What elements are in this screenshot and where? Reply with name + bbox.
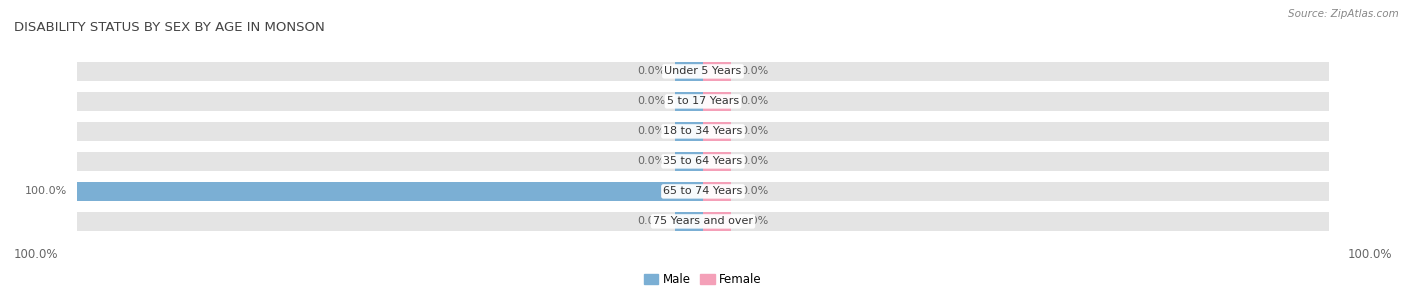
Text: 35 to 64 Years: 35 to 64 Years: [664, 156, 742, 167]
Text: 0.0%: 0.0%: [741, 186, 769, 196]
Bar: [675, 122, 703, 141]
Bar: [703, 62, 1329, 81]
Bar: [77, 152, 703, 171]
Text: 0.0%: 0.0%: [637, 126, 665, 136]
Bar: [703, 122, 731, 141]
Text: 0.0%: 0.0%: [741, 126, 769, 136]
Bar: [77, 182, 703, 201]
Bar: [703, 62, 731, 81]
Bar: [77, 122, 703, 141]
Text: 0.0%: 0.0%: [637, 66, 665, 76]
Text: 0.0%: 0.0%: [741, 96, 769, 106]
Bar: [703, 92, 1329, 111]
Text: 0.0%: 0.0%: [637, 96, 665, 106]
Text: 18 to 34 Years: 18 to 34 Years: [664, 126, 742, 136]
Bar: [703, 212, 731, 231]
Text: 0.0%: 0.0%: [741, 156, 769, 167]
Text: Source: ZipAtlas.com: Source: ZipAtlas.com: [1288, 9, 1399, 19]
Text: 0.0%: 0.0%: [637, 217, 665, 226]
Bar: [703, 212, 1329, 231]
Bar: [77, 62, 703, 81]
Bar: [703, 152, 731, 171]
Text: 0.0%: 0.0%: [741, 66, 769, 76]
Bar: [77, 92, 703, 111]
Text: 0.0%: 0.0%: [741, 217, 769, 226]
Text: 75 Years and over: 75 Years and over: [652, 217, 754, 226]
Bar: [77, 182, 703, 201]
Bar: [675, 212, 703, 231]
Text: 65 to 74 Years: 65 to 74 Years: [664, 186, 742, 196]
Text: Under 5 Years: Under 5 Years: [665, 66, 741, 76]
Legend: Male, Female: Male, Female: [640, 268, 766, 291]
Text: 5 to 17 Years: 5 to 17 Years: [666, 96, 740, 106]
Text: DISABILITY STATUS BY SEX BY AGE IN MONSON: DISABILITY STATUS BY SEX BY AGE IN MONSO…: [14, 21, 325, 34]
Text: 100.0%: 100.0%: [14, 248, 59, 261]
Text: 100.0%: 100.0%: [1347, 248, 1392, 261]
Bar: [675, 62, 703, 81]
Bar: [703, 152, 1329, 171]
Bar: [77, 212, 703, 231]
Text: 0.0%: 0.0%: [637, 156, 665, 167]
Bar: [703, 182, 1329, 201]
Text: 100.0%: 100.0%: [25, 186, 67, 196]
Bar: [675, 152, 703, 171]
Bar: [703, 122, 1329, 141]
Bar: [703, 92, 731, 111]
Bar: [675, 92, 703, 111]
Bar: [703, 182, 731, 201]
